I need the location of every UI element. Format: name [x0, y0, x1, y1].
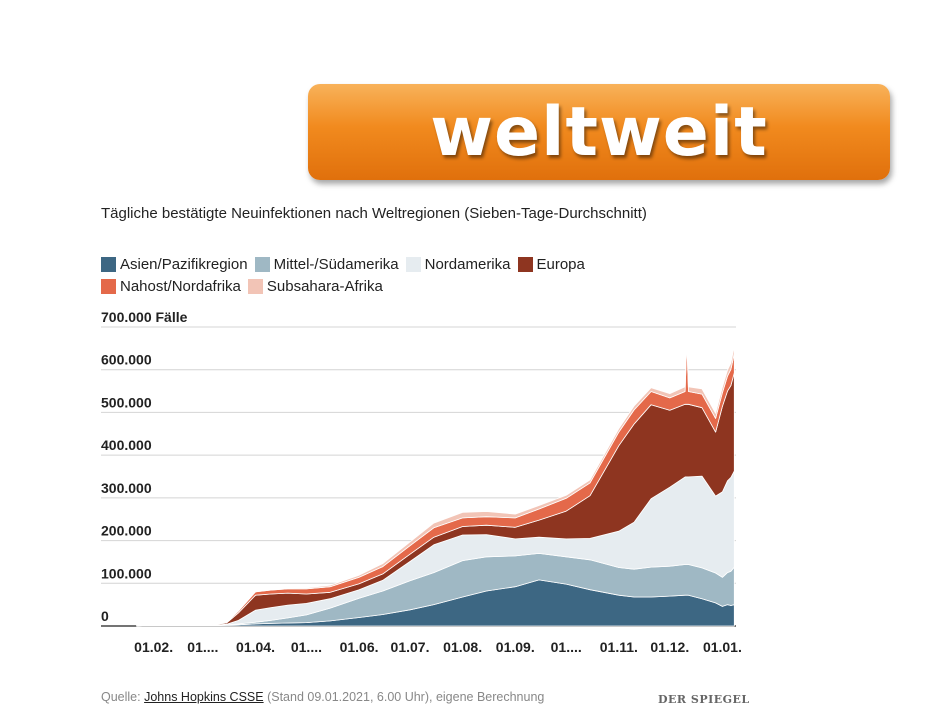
area-series	[136, 337, 735, 627]
chart-title: Tägliche bestätigte Neuinfektionen nach …	[101, 205, 647, 222]
x-tick-label: 01.01.	[703, 639, 742, 655]
title-banner: weltweit	[308, 84, 890, 180]
legend-item: Subsahara-Afrika	[247, 277, 383, 295]
legend-swatch	[254, 256, 270, 272]
legend-label: Mittel-/Südamerika	[273, 255, 399, 273]
legend-label: Europa	[536, 255, 585, 273]
legend-item: Mittel-/Südamerika	[254, 255, 399, 273]
legend-item: Asien/Pazifikregion	[101, 256, 248, 273]
legend-item: Nordamerika	[405, 255, 511, 273]
x-tick-label: 01.07.	[391, 639, 430, 655]
y-tick-label: 100.000	[101, 565, 152, 581]
legend-item: Nahost/Nordafrika	[101, 278, 241, 295]
legend-label: Nahost/Nordafrika	[120, 277, 241, 295]
legend-label: Subsahara-Afrika	[266, 277, 383, 295]
legend-swatch	[101, 256, 116, 272]
legend-item: Europa	[517, 255, 585, 273]
y-tick-label: 500.000	[101, 394, 152, 410]
source-link[interactable]: Johns Hopkins CSSE	[144, 690, 264, 704]
y-tick-label: 400.000	[101, 437, 152, 453]
x-tick-label: 01.04.	[236, 639, 275, 655]
x-tick-label: 01.02.	[134, 639, 173, 655]
y-tick-label: 300.000	[101, 480, 152, 496]
x-tick-label: 01.08.	[443, 639, 482, 655]
source-prefix: Quelle:	[101, 690, 145, 704]
x-tick-label: 01.12.	[650, 639, 689, 655]
publisher-logo: DER SPIEGEL	[658, 693, 750, 706]
y-tick-label: 700.000 Fälle	[101, 309, 188, 325]
legend-label: Nordamerika	[424, 255, 511, 273]
banner-title: weltweit	[430, 92, 768, 172]
x-tick-label: 01.06.	[340, 639, 379, 655]
legend-label: Asien/Pazifikregion	[120, 255, 248, 273]
x-tick-label: 01....	[551, 639, 582, 655]
chart-legend: Asien/Pazifikregion Mittel-/Südamerika Nor…	[101, 253, 661, 297]
legend-swatch	[405, 256, 421, 272]
source-suffix: (Stand 09.01.2021, 6.00 Uhr), eigene Ber…	[263, 690, 545, 704]
x-tick-label: 01.11.	[600, 639, 638, 655]
y-tick-label: 0	[101, 608, 109, 624]
legend-swatch	[517, 256, 533, 272]
x-tick-label: 01....	[291, 639, 322, 655]
source-note: Quelle: Johns Hopkins CSSE (Stand 09.01.…	[101, 690, 544, 704]
y-tick-label: 600.000	[101, 352, 152, 368]
legend-swatch	[101, 278, 116, 294]
x-tick-label: 01.09.	[496, 639, 535, 655]
y-tick-label: 200.000	[101, 523, 152, 539]
legend-swatch	[247, 278, 263, 294]
x-tick-label: 01....	[187, 639, 218, 655]
